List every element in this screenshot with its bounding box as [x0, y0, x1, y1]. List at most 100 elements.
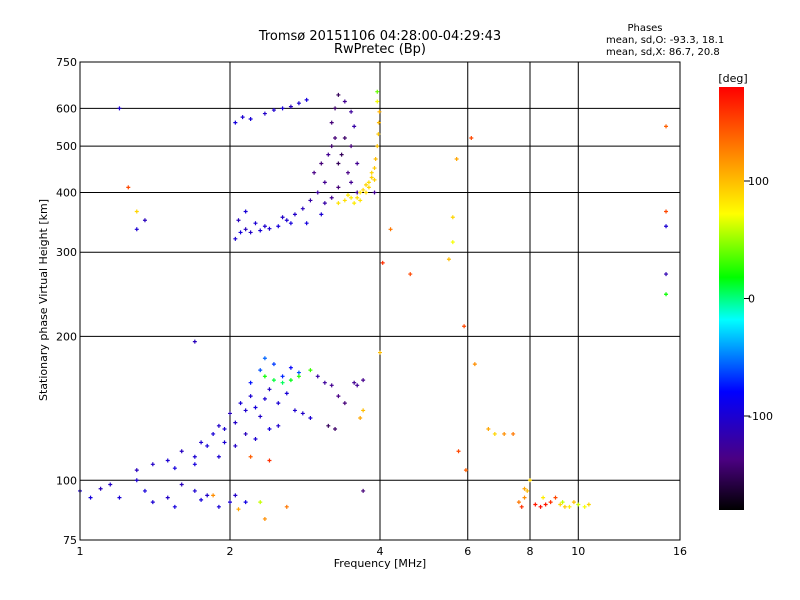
o-mode-point	[308, 415, 313, 420]
x-mode-point	[345, 193, 350, 198]
x-mode-point	[262, 516, 267, 521]
x-mode-point	[369, 170, 374, 175]
x-mode-point	[567, 504, 572, 509]
x-mode-point	[372, 166, 377, 171]
legend-line-x: mean, sd,X: 86.7, 20.8	[606, 47, 720, 58]
o-mode-point	[258, 368, 263, 373]
x-mode-point	[366, 180, 371, 185]
x-mode-point	[469, 136, 474, 141]
o-mode-point	[288, 365, 293, 370]
o-mode-point	[262, 224, 267, 229]
colorbar-tick-label: 0	[748, 293, 755, 306]
x-mode-point	[408, 272, 413, 277]
x-mode-point	[528, 478, 532, 483]
y-axis: 75 100 200 300 400 500 600 750	[56, 56, 77, 547]
x-mode-point	[349, 195, 354, 200]
x-mode-point	[372, 177, 377, 182]
x-mode-point	[533, 502, 538, 507]
x-mode-point	[361, 187, 366, 192]
o-mode-point	[117, 106, 122, 111]
x-mode-point	[258, 500, 263, 505]
o-mode-point	[296, 101, 301, 106]
o-mode-point	[304, 97, 309, 102]
o-mode-point	[150, 500, 155, 505]
o-mode-point	[262, 111, 267, 116]
o-mode-point	[238, 230, 243, 235]
o-mode-point	[253, 405, 258, 410]
x-mode-point	[134, 209, 139, 214]
y-tick-label: 75	[63, 534, 77, 547]
o-mode-point	[271, 362, 276, 367]
legend-line-o: mean, sd,O: -93.3, 18.1	[606, 35, 724, 46]
y-tick-label: 100	[56, 474, 77, 487]
o-mode-point	[262, 356, 267, 361]
o-mode-point	[349, 109, 354, 114]
legend-title: Phases	[627, 23, 662, 34]
x-tick-label: 6	[464, 545, 471, 558]
o-mode-point	[238, 401, 243, 406]
o-mode-point	[192, 488, 197, 493]
o-mode-point	[342, 136, 347, 141]
x-mode-point	[284, 504, 289, 509]
x-mode-point	[388, 227, 393, 232]
o-mode-point	[284, 391, 289, 396]
y-tick-label: 200	[56, 330, 77, 343]
o-mode-point	[349, 180, 354, 185]
x-mode-point	[262, 374, 267, 379]
chart-title: Tromsø 20151106 04:28:00-04:29:43	[258, 29, 501, 44]
x-mode-point	[375, 99, 380, 104]
x-mode-point	[380, 260, 385, 265]
o-mode-point	[329, 144, 334, 149]
o-mode-point	[664, 224, 669, 229]
o-mode-point	[333, 427, 338, 432]
o-mode-point	[312, 170, 317, 175]
o-mode-point	[355, 383, 360, 388]
x-mode-point	[342, 198, 347, 203]
o-mode-point	[165, 458, 170, 463]
o-mode-point	[233, 236, 238, 241]
x-mode-point	[486, 427, 491, 432]
x-mode-point	[519, 504, 524, 509]
o-mode-point	[308, 198, 313, 203]
o-mode-point	[326, 152, 331, 157]
x-mode-point	[586, 502, 591, 507]
x-mode-point	[511, 431, 516, 436]
x-mode-point	[267, 458, 272, 463]
o-mode-point	[336, 92, 341, 97]
o-mode-point	[349, 144, 354, 149]
o-mode-point	[333, 106, 338, 111]
o-mode-point	[228, 411, 232, 416]
o-mode-point	[267, 226, 272, 231]
o-mode-point	[192, 454, 197, 459]
x-mode-point	[236, 507, 241, 512]
o-mode-point	[172, 466, 177, 471]
x-mode-point	[576, 502, 581, 507]
o-mode-point	[258, 414, 263, 419]
colorbar-ticks: 100 0 -100	[744, 175, 773, 423]
o-mode-point	[361, 378, 366, 383]
x-mode-point	[492, 431, 497, 436]
x-axis: 1 2 4 6 8 10 16	[77, 545, 688, 558]
x-mode-point	[664, 124, 669, 129]
x-mode-point	[450, 240, 455, 245]
o-mode-point	[233, 420, 238, 425]
x-mode-point	[553, 495, 558, 500]
x-mode-point	[271, 378, 276, 383]
x-mode-point	[582, 504, 587, 509]
x-mode-point	[358, 190, 363, 195]
o-mode-point	[134, 478, 139, 483]
o-mode-point	[284, 218, 289, 223]
x-mode-point	[472, 362, 477, 367]
o-mode-point	[243, 209, 248, 214]
o-mode-point	[319, 212, 324, 217]
o-mode-point	[192, 339, 197, 344]
o-mode-point	[165, 495, 170, 500]
o-mode-point	[333, 136, 338, 141]
o-mode-point	[329, 120, 334, 125]
grid	[80, 62, 680, 540]
o-mode-point	[342, 401, 347, 406]
x-mode-point	[369, 175, 374, 180]
x-mode-point	[366, 185, 371, 190]
o-mode-point	[117, 495, 122, 500]
o-mode-point	[240, 115, 245, 120]
